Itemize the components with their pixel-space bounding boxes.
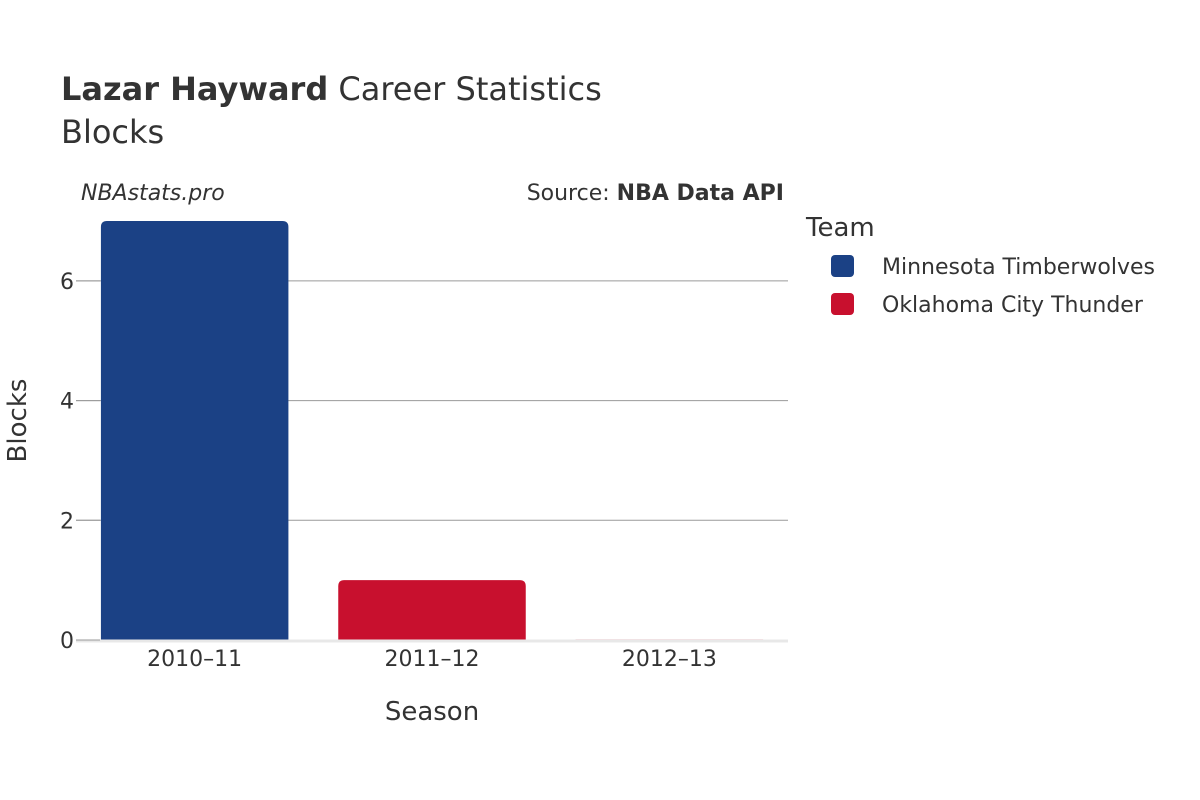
title-player-name: Lazar Hayward — [61, 70, 328, 108]
chart-subtitle: Blocks — [61, 113, 164, 151]
legend-swatch — [831, 293, 854, 315]
y-tick-label: 0 — [60, 629, 74, 654]
bars — [100, 221, 764, 640]
source-name: NBA Data API — [617, 181, 784, 206]
legend-title: Team — [805, 213, 875, 243]
chart-title: Lazar Hayward Career Statistics — [61, 70, 602, 108]
title-rest: Career Statistics — [328, 70, 602, 108]
y-tick-label: 4 — [60, 390, 74, 415]
legend-label: Oklahoma City Thunder — [882, 293, 1144, 318]
bar-oklahoma-city-thunder-2 — [338, 580, 526, 640]
x-tick-label: 2011–12 — [385, 647, 480, 672]
y-axis-title: Blocks — [3, 379, 33, 463]
bar-minnesota-timberwolves-1 — [100, 221, 289, 640]
x-axis-ticks: 2010–11 2011–12 2012–13 — [147, 647, 717, 672]
x-axis-title: Season — [385, 697, 479, 727]
y-tick-label: 2 — [60, 509, 74, 534]
x-tick-label: 2010–11 — [147, 647, 242, 672]
legend: Team Minnesota Timberwolves Oklahoma City… — [805, 213, 1155, 318]
legend-swatch — [831, 255, 854, 277]
y-tick-label: 6 — [60, 270, 74, 295]
y-axis-ticks: 0 2 4 6 — [60, 270, 100, 654]
legend-label: Minnesota Timberwolves — [882, 255, 1155, 280]
x-tick-label: 2012–13 — [622, 647, 717, 672]
source-prefix: Source: — [527, 181, 617, 206]
site-credit: NBAstats.pro — [81, 181, 225, 206]
source-credit: Source: NBA Data API — [527, 181, 784, 206]
